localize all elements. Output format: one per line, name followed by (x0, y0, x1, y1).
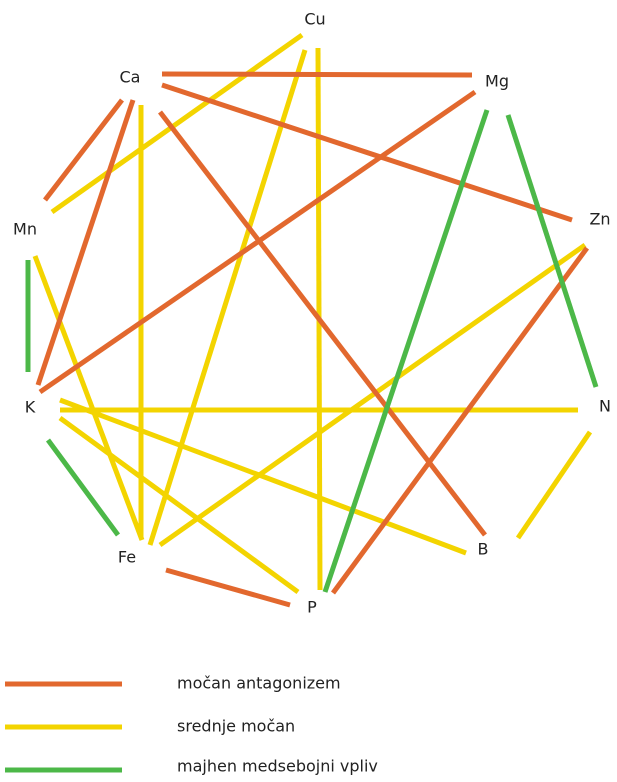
legend-label: srednje močan (177, 717, 295, 736)
node-label: N (599, 397, 611, 416)
node-label: Fe (118, 548, 136, 567)
edge (161, 71, 473, 78)
edge (322, 109, 490, 593)
node-label: Mg (485, 72, 509, 91)
edges (25, 32, 599, 608)
node-label: Cu (304, 10, 325, 29)
edge (32, 255, 145, 541)
edge (158, 110, 487, 537)
node-label: B (478, 540, 489, 559)
node-label: K (25, 398, 36, 417)
node-label: Ca (120, 68, 141, 87)
edge (35, 99, 136, 386)
edge (50, 32, 304, 215)
edge (43, 98, 124, 202)
edge (505, 114, 599, 388)
edge (59, 397, 467, 556)
legend-label: majhen medsebojni vpliv (177, 757, 378, 776)
legend-label: močan antagonizem (177, 674, 341, 693)
edge (147, 49, 308, 546)
node-label: Zn (589, 210, 610, 229)
node-label: P (307, 598, 317, 617)
node-label: Mn (13, 220, 37, 239)
edge (45, 438, 121, 537)
edge (515, 430, 593, 540)
edge (330, 246, 590, 595)
edge (158, 242, 587, 548)
edge (58, 415, 300, 595)
legend: močan antagonizem srednje močan majhen m… (5, 674, 378, 776)
edge (161, 82, 573, 223)
edge (38, 89, 477, 395)
nodes: Cu Ca Mg Zn Mn N K B Fe P (13, 10, 611, 617)
edge (165, 567, 291, 608)
